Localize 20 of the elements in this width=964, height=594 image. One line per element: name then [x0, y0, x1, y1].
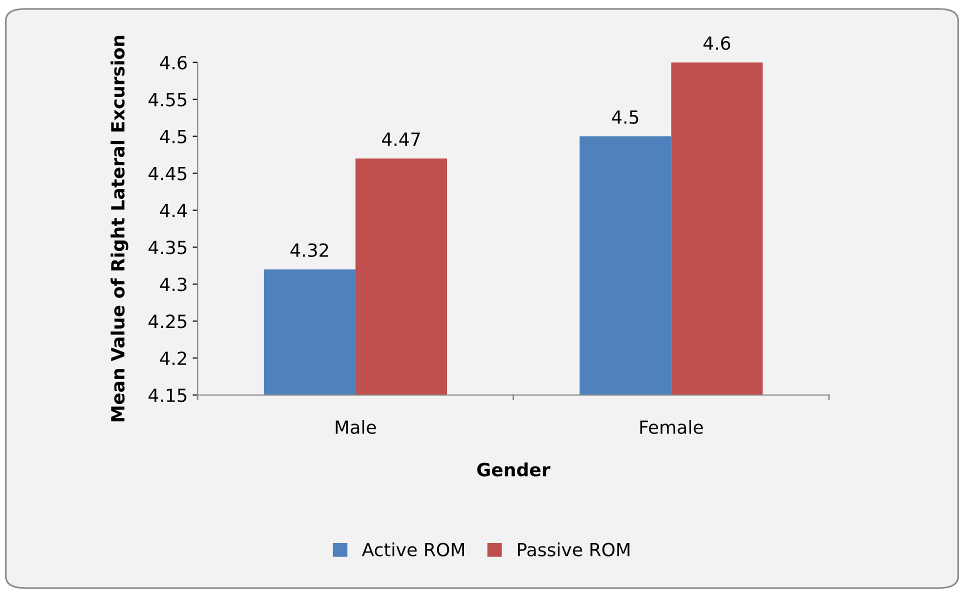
x-axis-title: Gender: [477, 462, 550, 476]
y-tick-label: 4.35: [148, 240, 186, 254]
y-tick-label: 4.6: [160, 56, 187, 70]
x-tick-label: Male: [336, 420, 376, 434]
y-tick-label: 4.55: [148, 93, 186, 106]
x-tick-label: Female: [640, 420, 703, 434]
data-label: 4.47: [382, 132, 420, 146]
y-tick-label: 4.2: [160, 352, 186, 365]
data-label: 4.5: [612, 110, 638, 124]
y-tick-label: 4.45: [148, 166, 186, 180]
y-tick-label: 4.15: [148, 388, 186, 402]
y-tick-label: 4.25: [148, 314, 186, 328]
y-tick-label: 4.5: [160, 130, 186, 144]
data-label: 4.32: [290, 243, 328, 257]
legend-label: Passive ROM: [518, 542, 630, 556]
y-axis-title: Mean Value of Right Lateral Excursion: [110, 36, 128, 422]
data-label: 4.6: [703, 36, 730, 50]
y-tick-label: 4.4: [160, 204, 187, 218]
y-tick-label: 4.3: [160, 278, 186, 292]
legend-label: Active ROM: [362, 542, 464, 556]
